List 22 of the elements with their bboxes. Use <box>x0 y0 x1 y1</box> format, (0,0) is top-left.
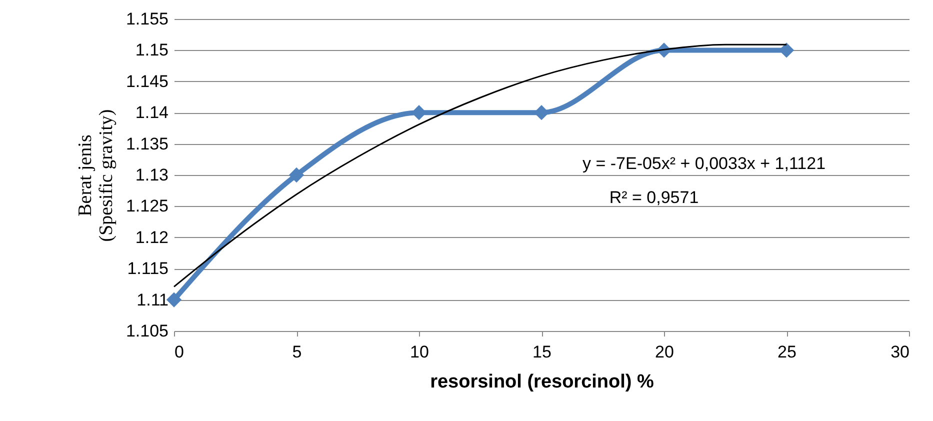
y-tick-label: 1.145 <box>126 72 168 91</box>
x-axis-title: resorsinol (resorcinol) % <box>430 372 654 392</box>
x-tick-label: 20 <box>655 342 674 362</box>
x-tick-label: 5 <box>292 342 302 362</box>
y-tick-label: 1.155 <box>126 10 168 28</box>
x-tick-label: 30 <box>890 342 910 362</box>
y-tick-label: 1.12 <box>135 228 168 247</box>
y-tick-label: 1.115 <box>127 259 168 278</box>
y-axis-title: Berat jenis (Spesific gravity) <box>74 109 117 242</box>
x-tick-label: 15 <box>532 342 552 362</box>
y-tick-label: 1.125 <box>126 196 168 216</box>
y-tick-label: 1.135 <box>126 134 168 154</box>
y-tick-label: 1.15 <box>135 40 168 60</box>
x-tick-label: 0 <box>174 342 184 362</box>
x-tick-label: 10 <box>410 342 429 362</box>
y-tick-label: 1.11 <box>136 290 168 310</box>
x-tick-label: 25 <box>778 342 796 362</box>
y-tick-label: 1.105 <box>126 322 168 340</box>
y-tick-label: 1.13 <box>135 166 168 184</box>
annotation: y = -7E-05x² + 0,0033x + 1,1121 <box>582 154 826 173</box>
y-tick-label: 1.14 <box>135 103 168 122</box>
annotation: R² = 0,9571 <box>609 188 699 207</box>
